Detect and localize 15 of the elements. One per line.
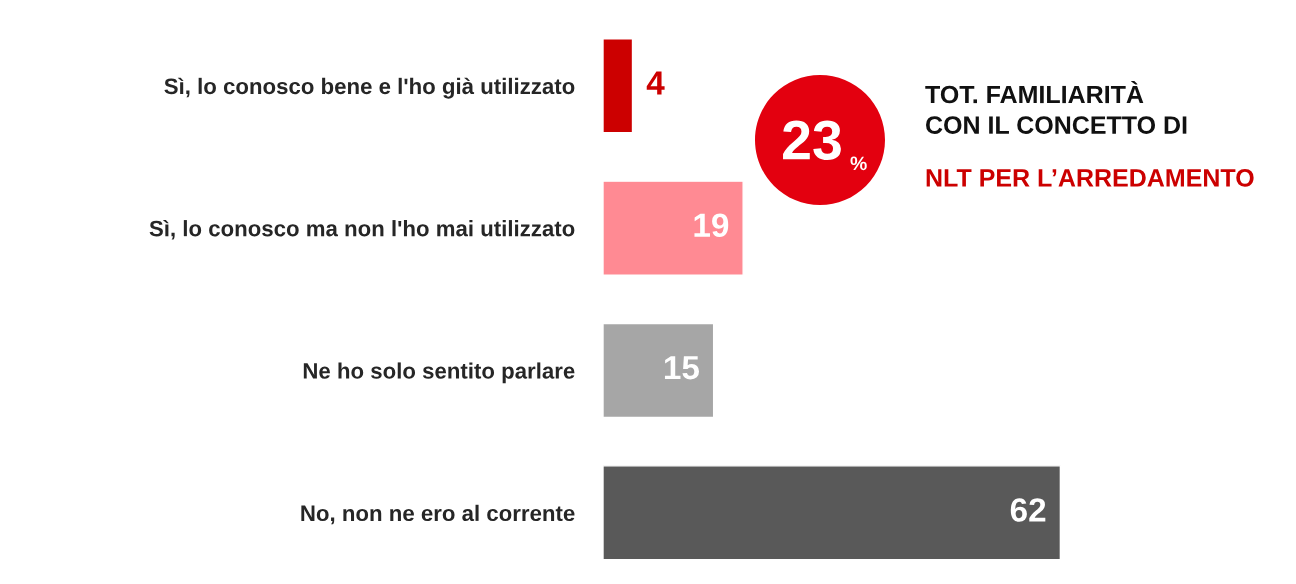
annotation: TOT. FAMILIARITÀ CON IL CONCETTO DI [925,80,1187,134]
y-tick-label: No, non ne ero al corrente [301,504,575,525]
y-tick-label: Ne ho solo sentito parlare [303,362,575,384]
y-tick-label: Sì, lo conosco ma non l'ho mai utilizzato [149,219,575,240]
data-label: 19 [694,213,729,238]
bar [603,180,744,276]
y-tick-label: Sì, lo conosco bene e l'ho già utilizzato [164,77,575,99]
bar [603,465,1062,561]
annotation: 23% [783,120,867,171]
data-label: 15 [664,356,700,380]
annotation: NLT PER L’ARREDAMENTO [926,169,1254,187]
bar [603,38,634,134]
data-label: 4 [646,71,665,95]
data-label: 62 [1010,498,1046,522]
bar [603,322,715,419]
